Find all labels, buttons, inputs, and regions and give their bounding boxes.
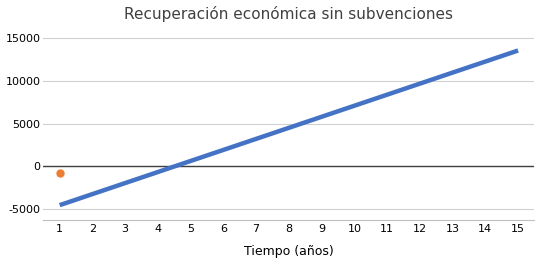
Title: Recuperación económica sin subvenciones: Recuperación económica sin subvenciones — [124, 6, 454, 22]
X-axis label: Tiempo (años): Tiempo (años) — [244, 246, 334, 258]
